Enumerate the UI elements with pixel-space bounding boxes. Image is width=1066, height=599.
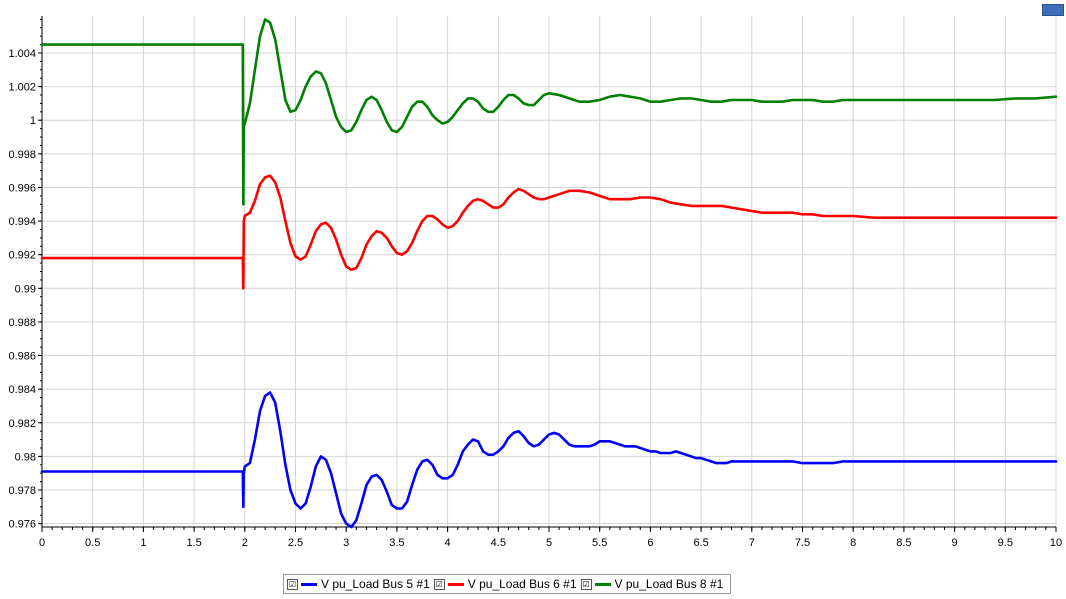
x-tick-label: 7 [749,537,755,549]
legend-swatch-bus5 [301,582,317,586]
y-tick-label: 1.004 [8,48,36,60]
x-tick-label: 9.5 [998,537,1013,549]
y-tick-label: 1 [30,115,36,127]
x-axis-tick-labels: 0 0.5 1 1.5 2 2.5 3 3.5 4 4.5 5 5.5 6 6.5 7 7.5 8 8.5 9 9.5… [39,537,1062,549]
x-tick-label: 2.5 [288,537,303,549]
export-icon[interactable] [1042,4,1064,16]
x-tick-label: 4.5 [491,537,506,549]
legend-checkbox-bus5[interactable]: ☑ [287,578,298,590]
legend-checkbox-bus6[interactable]: ☑ [433,578,445,590]
legend-swatch-bus8 [594,582,611,586]
y-tick-label: 0.98 [15,451,36,463]
x-tick-label: 0 [39,537,45,549]
x-tick-label: 6 [647,537,653,549]
y-tick-label: 0.996 [8,182,36,194]
y-tick-label: 0.998 [8,149,36,161]
x-tick-label: 5.5 [592,537,607,549]
x-tick-label: 6.5 [693,537,708,549]
x-tick-label: 9 [952,537,958,549]
x-tick-label: 10 [1050,537,1062,549]
legend-item-bus8[interactable]: ☑ V pu_Load Bus 8 #1 [580,577,724,591]
x-tick-label: 7.5 [795,537,810,549]
legend-item-bus5[interactable]: ☑ V pu_Load Bus 5 #1 [287,577,430,591]
x-tick-label: 4 [445,537,451,549]
axes [38,16,1057,532]
chart-canvas: 0.976 0.978 0.98 0.982 0.984 0.986 0.988 0.99 0.… [8,16,1062,549]
legend-label-bus6: V pu_Load Bus 6 #1 [467,577,577,591]
legend-label-bus5: V pu_Load Bus 5 #1 [321,577,430,591]
y-tick-label: 0.99 [15,283,36,295]
x-tick-label: 5 [546,537,552,549]
y-tick-label: 0.992 [8,250,36,262]
x-tick-label: 2 [242,537,248,549]
series-line-2 [40,174,1058,290]
legend-checkbox-bus8[interactable]: ☑ [580,578,592,590]
x-tick-label: 8 [850,537,856,549]
chart-legend[interactable]: ☑ V pu_Load Bus 5 #1 ☑ V pu_Load Bus 6 #… [283,574,732,594]
y-tick-label: 0.978 [8,485,36,497]
x-tick-label: 1.5 [186,537,201,549]
x-tick-label: 0.5 [85,537,100,549]
x-tick-label: 3 [343,537,349,549]
y-axis-tick-labels: 0.976 0.978 0.98 0.982 0.984 0.986 0.988 0.99 0.… [8,48,36,531]
y-tick-label: 1.002 [8,82,36,94]
x-tick-label: 8.5 [896,537,911,549]
series-lines [40,18,1058,529]
y-tick-label: 0.976 [8,519,36,531]
y-tick-label: 0.994 [8,216,36,228]
x-tick-label: 1 [140,537,146,549]
x-tick-label: 3.5 [389,537,404,549]
legend-label-bus8: V pu_Load Bus 8 #1 [614,577,724,591]
y-tick-label: 0.986 [8,351,36,363]
series-line-1 [40,391,1058,529]
y-tick-label: 0.982 [8,418,36,430]
y-tick-label: 0.984 [8,384,36,396]
legend-item-bus6[interactable]: ☑ V pu_Load Bus 6 #1 [433,577,577,591]
legend-swatch-bus6 [447,582,464,586]
series-line-3 [40,18,1058,206]
y-tick-label: 0.988 [8,317,36,329]
